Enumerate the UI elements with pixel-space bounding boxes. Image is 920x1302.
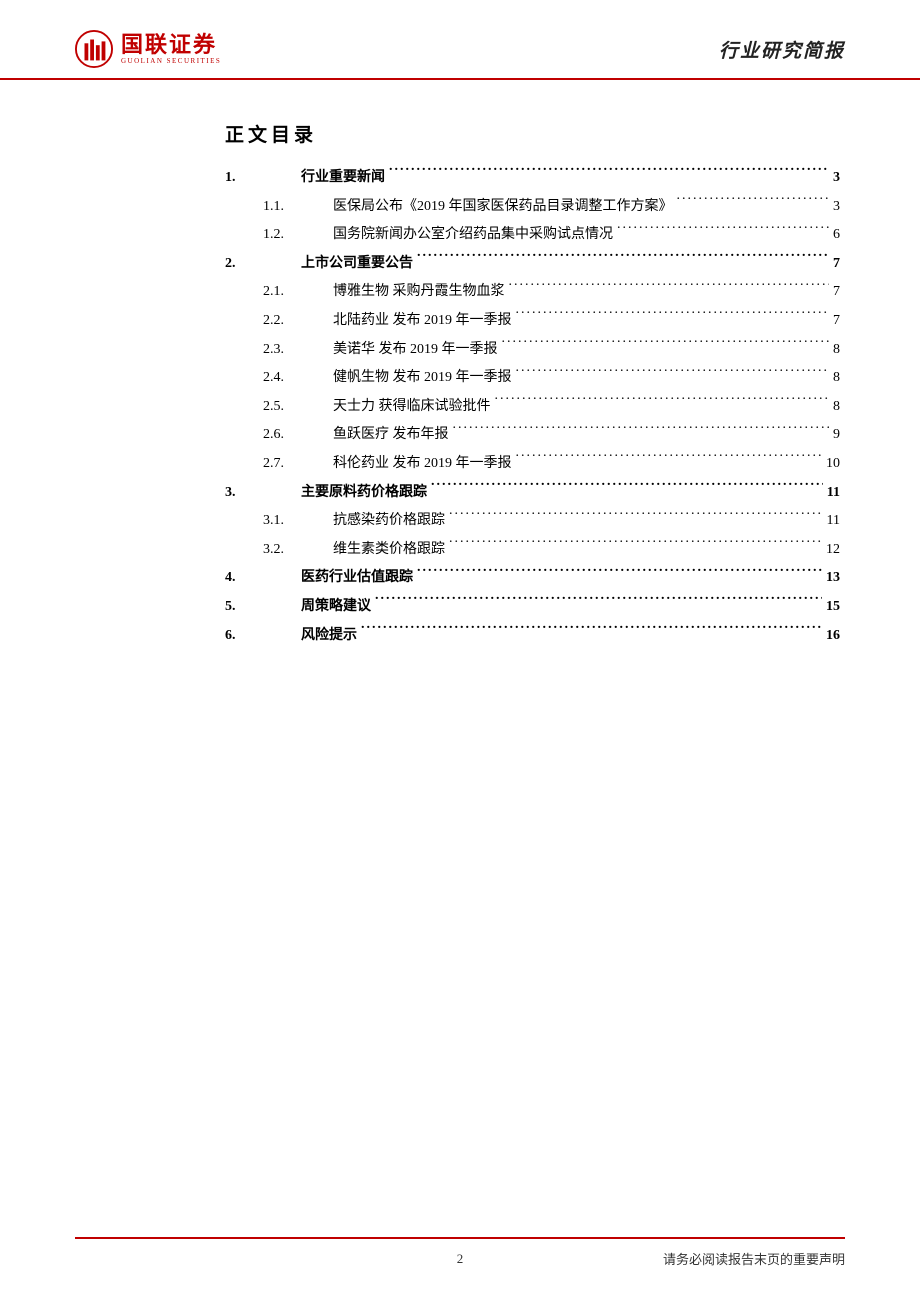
toc-number: 2. — [225, 251, 259, 278]
toc-number: 5. — [225, 594, 259, 621]
logo-name-cn: 国联证券 — [121, 33, 221, 57]
toc-number: 2.2. — [263, 308, 305, 335]
toc-entry: 3.2. 维生素类价格跟踪 12 — [225, 537, 840, 564]
company-logo: 国联证券 GUOLIAN SECURITIES — [75, 30, 221, 68]
toc-label: 维生素类价格跟踪 — [333, 537, 445, 564]
toc-page: 7 — [833, 308, 840, 335]
toc-number: 3. — [225, 480, 259, 507]
page-footer: 2 请务必阅读报告末页的重要声明 — [75, 1237, 845, 1268]
toc-entry: 1.2. 国务院新闻办公室介绍药品集中采购试点情况 6 — [225, 222, 840, 249]
logo-icon — [75, 30, 113, 68]
toc-entry: 2.3. 美诺华 发布 2019 年一季报 8 — [225, 337, 840, 364]
toc-entry: 2.4. 健帆生物 发布 2019 年一季报 8 — [225, 365, 840, 392]
toc-page: 8 — [833, 394, 840, 421]
toc-entry: 5. 周策略建议 15 — [225, 594, 840, 621]
toc-number: 2.6. — [263, 422, 305, 449]
toc-leader-dots — [361, 625, 822, 639]
toc-leader-dots — [509, 281, 830, 295]
page-number: 2 — [457, 1251, 464, 1267]
toc-leader-dots — [495, 396, 830, 410]
toc-page: 6 — [833, 222, 840, 249]
toc-label: 健帆生物 发布 2019 年一季报 — [333, 365, 512, 392]
toc-entry: 3. 主要原料药价格跟踪 11 — [225, 480, 840, 507]
logo-name-en: GUOLIAN SECURITIES — [121, 57, 221, 65]
toc-leader-dots — [677, 196, 830, 210]
toc-label: 主要原料药价格跟踪 — [301, 480, 427, 507]
toc-label: 上市公司重要公告 — [301, 251, 413, 278]
toc-label: 鱼跃医疗 发布年报 — [333, 422, 449, 449]
toc-page: 12 — [826, 537, 840, 564]
toc-number: 4. — [225, 565, 259, 592]
toc-leader-dots — [417, 567, 822, 581]
logo-text: 国联证券 GUOLIAN SECURITIES — [121, 33, 221, 65]
content-area: 正文目录 1. 行业重要新闻 3 1.1. 医保局公布《2019 年国家医保药品目录调整… — [0, 80, 920, 649]
toc-page: 11 — [827, 480, 840, 507]
toc-page: 8 — [833, 365, 840, 392]
toc-number: 6. — [225, 623, 259, 650]
toc-entry: 2.2. 北陆药业 发布 2019 年一季报 7 — [225, 308, 840, 335]
toc-entry: 2.5. 天士力 获得临床试验批件 8 — [225, 394, 840, 421]
toc-page: 3 — [833, 194, 840, 221]
toc-leader-dots — [389, 167, 829, 181]
toc-entry: 2.7. 科伦药业 发布 2019 年一季报 10 — [225, 451, 840, 478]
toc-number: 2.5. — [263, 394, 305, 421]
toc-title: 正文目录 — [225, 120, 840, 147]
toc-label: 周策略建议 — [301, 594, 371, 621]
toc-label: 博雅生物 采购丹霞生物血浆 — [333, 279, 505, 306]
toc-entry: 3.1. 抗感染药价格跟踪 11 — [225, 508, 840, 535]
toc-page: 8 — [833, 337, 840, 364]
toc-leader-dots — [417, 253, 829, 267]
toc-label: 医保局公布《2019 年国家医保药品目录调整工作方案》 — [333, 194, 673, 221]
toc-leader-dots — [431, 482, 823, 496]
toc-page: 9 — [833, 422, 840, 449]
toc-number: 1.2. — [263, 222, 305, 249]
toc-entry: 1.1. 医保局公布《2019 年国家医保药品目录调整工作方案》 3 — [225, 194, 840, 221]
toc-page: 16 — [826, 623, 840, 650]
toc-list: 1. 行业重要新闻 3 1.1. 医保局公布《2019 年国家医保药品目录调整工作方案》… — [225, 165, 840, 649]
toc-number: 2.3. — [263, 337, 305, 364]
toc-number: 3.1. — [263, 508, 305, 535]
toc-entry: 2. 上市公司重要公告 7 — [225, 251, 840, 278]
toc-entry: 2.6. 鱼跃医疗 发布年报 9 — [225, 422, 840, 449]
toc-leader-dots — [449, 539, 822, 553]
document-type: 行业研究简报 — [719, 36, 845, 63]
toc-entry: 2.1. 博雅生物 采购丹霞生物血浆 7 — [225, 279, 840, 306]
toc-label: 天士力 获得临床试验批件 — [333, 394, 491, 421]
toc-page: 7 — [833, 279, 840, 306]
toc-label: 抗感染药价格跟踪 — [333, 508, 445, 535]
toc-number: 2.1. — [263, 279, 305, 306]
toc-entry: 6. 风险提示 16 — [225, 623, 840, 650]
toc-label: 国务院新闻办公室介绍药品集中采购试点情况 — [333, 222, 613, 249]
toc-leader-dots — [516, 367, 830, 381]
toc-leader-dots — [449, 510, 823, 524]
toc-number: 3.2. — [263, 537, 305, 564]
toc-leader-dots — [516, 453, 823, 467]
toc-label: 科伦药业 发布 2019 年一季报 — [333, 451, 512, 478]
toc-page: 11 — [827, 508, 840, 535]
footer-disclaimer: 请务必阅读报告末页的重要声明 — [663, 1249, 845, 1268]
toc-leader-dots — [617, 224, 829, 238]
toc-leader-dots — [375, 596, 822, 610]
toc-number: 2.4. — [263, 365, 305, 392]
toc-number: 2.7. — [263, 451, 305, 478]
toc-entry: 1. 行业重要新闻 3 — [225, 165, 840, 192]
toc-label: 医药行业估值跟踪 — [301, 565, 413, 592]
toc-label: 北陆药业 发布 2019 年一季报 — [333, 308, 512, 335]
toc-label: 风险提示 — [301, 623, 357, 650]
toc-label: 行业重要新闻 — [301, 165, 385, 192]
toc-page: 15 — [826, 594, 840, 621]
toc-leader-dots — [453, 424, 830, 438]
toc-page: 7 — [833, 251, 840, 278]
toc-entry: 4. 医药行业估值跟踪 13 — [225, 565, 840, 592]
toc-page: 13 — [826, 565, 840, 592]
toc-page: 10 — [826, 451, 840, 478]
toc-leader-dots — [502, 339, 830, 353]
page-header: 国联证券 GUOLIAN SECURITIES 行业研究简报 — [0, 0, 920, 80]
toc-number: 1.1. — [263, 194, 305, 221]
toc-leader-dots — [516, 310, 830, 324]
toc-number: 1. — [225, 165, 259, 192]
toc-label: 美诺华 发布 2019 年一季报 — [333, 337, 498, 364]
toc-page: 3 — [833, 165, 840, 192]
